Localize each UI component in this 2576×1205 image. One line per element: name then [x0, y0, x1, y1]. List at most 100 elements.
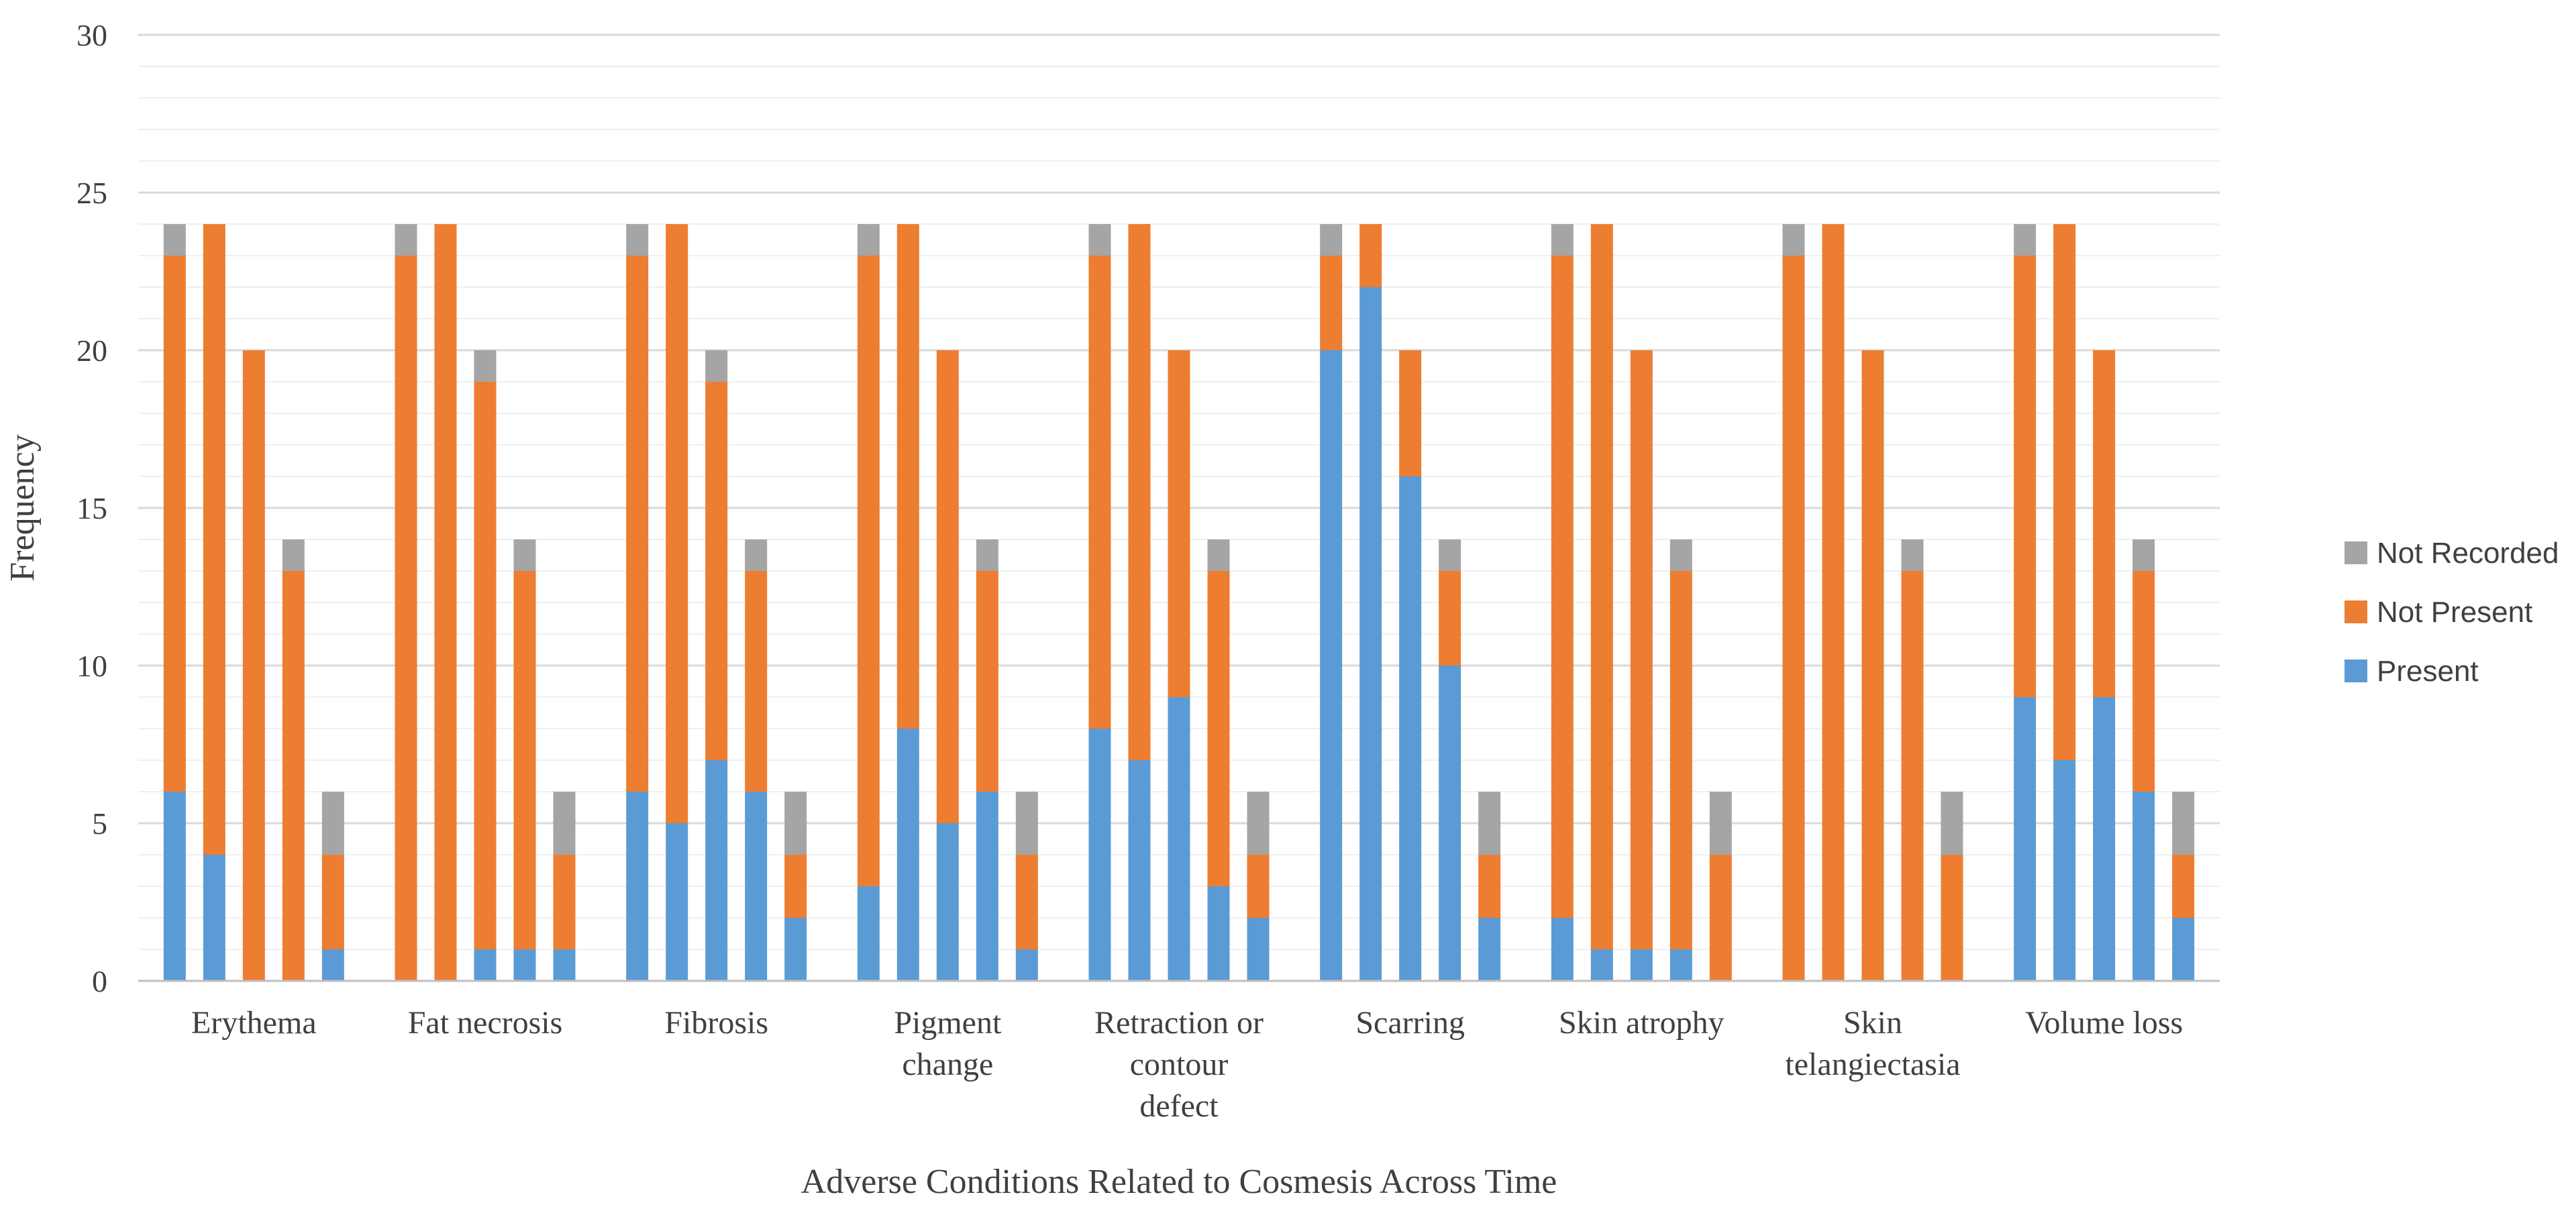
bar-segment-present [1439, 666, 1461, 981]
bar-segment-not-present [163, 256, 186, 792]
bar-segment-not-present [1359, 224, 1382, 287]
bar-segment-present [321, 949, 344, 981]
category-group [857, 224, 1038, 981]
bar-segment-not-recorded [784, 792, 807, 855]
bar-segment-not-recorded [1782, 224, 1805, 256]
bar-segment-not-present [896, 224, 919, 729]
category-group [626, 224, 807, 981]
bar-segment-not-present [1320, 256, 1343, 350]
bar-segment-present [896, 729, 919, 981]
bar-segment-not-present [1247, 855, 1270, 918]
bar-segment-not-recorded [163, 224, 186, 256]
bar-segment-present [1088, 729, 1111, 981]
bar-segment-not-recorded [976, 539, 998, 571]
bar-segment-not-recorded [1015, 792, 1038, 855]
category-group [163, 224, 344, 981]
bar-segment-present [745, 792, 768, 981]
bar-segment-not-present [857, 256, 880, 886]
y-tick-label: 20 [76, 333, 107, 368]
bar-segment-present [1399, 476, 1422, 981]
bar-segment-not-present [1088, 256, 1111, 729]
y-tick-label: 30 [76, 18, 107, 52]
bar-segment-not-present [1901, 571, 1924, 981]
bar-segment-not-present [282, 571, 305, 981]
bar-segment-not-recorded [1669, 539, 1692, 571]
category-label: Skin telangiectasia [1785, 1005, 1960, 1082]
bar-segment-not-recorded [2014, 224, 2037, 256]
bar-segment-not-present [2093, 350, 2116, 697]
bar-segment-not-present [553, 855, 576, 949]
bar-segment-present [203, 855, 225, 981]
bar-segment-not-present [666, 224, 688, 823]
category-group [1320, 224, 1501, 981]
category-group [1782, 224, 1963, 981]
bar-segment-not-recorded [626, 224, 649, 256]
bar-segment-present [2093, 697, 2116, 981]
bar-segment-present [1207, 886, 1230, 981]
bar-segment-present [666, 823, 688, 981]
x-axis-title: Adverse Conditions Related to Cosmesis A… [801, 1163, 1557, 1201]
category-label: Fibrosis [664, 1005, 768, 1041]
bar-segment-not-present [745, 571, 768, 792]
bar-segment-not-present [1551, 256, 1574, 918]
bar-segment-present [1168, 697, 1190, 981]
bar-segment-not-present [1782, 256, 1805, 981]
bar-segment-not-present [936, 350, 959, 823]
bar-segment-not-present [705, 382, 728, 760]
bar-segment-not-present [1128, 224, 1151, 760]
category-label: Retraction or contour defect [1094, 1005, 1264, 1124]
legend-label: Not Recorded [2377, 537, 2559, 570]
bar-segment-present [936, 823, 959, 981]
category-label: Erythema [191, 1005, 317, 1041]
bar-segment-present [857, 886, 880, 981]
bar-segment-not-recorded [1478, 792, 1501, 855]
bar-segment-not-present [1822, 224, 1845, 981]
category-group [1088, 224, 1270, 981]
bar-segment-present [553, 949, 576, 981]
bar-segment-present [1669, 949, 1692, 981]
bar-segment-not-recorded [857, 224, 880, 256]
bar-segment-not-recorded [1551, 224, 1574, 256]
bar-segment-not-present [2014, 256, 2037, 697]
bar-segment-present [705, 760, 728, 981]
y-tick-label: 25 [76, 176, 107, 210]
bar-segment-present [976, 792, 998, 981]
bar-segment-not-present [1168, 350, 1190, 697]
y-tick-label: 15 [76, 491, 107, 525]
bar-segment-not-recorded [395, 224, 417, 256]
y-tick-label: 10 [76, 649, 107, 683]
legend-swatch [2345, 660, 2367, 682]
bar-segment-not-recorded [1247, 792, 1270, 855]
bar-segment-present [626, 792, 649, 981]
bar-segment-not-present [395, 256, 417, 981]
bar-segment-not-recorded [1088, 224, 1111, 256]
bar-segment-not-present [784, 855, 807, 918]
legend-item: Not Present [2345, 596, 2532, 629]
category-label: Scarring [1355, 1005, 1465, 1041]
bar-segment-not-present [321, 855, 344, 949]
bar-segment-not-present [1630, 350, 1653, 949]
bar-segment-not-recorded [321, 792, 344, 855]
bar-segment-not-present [1207, 571, 1230, 886]
bar-segment-not-present [1399, 350, 1422, 476]
bar-segment-not-recorded [1901, 539, 1924, 571]
bar-groups [163, 224, 2195, 981]
bar-segment-present [1247, 918, 1270, 981]
bar-segment-present [474, 949, 497, 981]
bar-segment-not-present [1439, 571, 1461, 666]
y-axis-title: Frequency [3, 434, 42, 581]
bar-segment-not-present [2172, 855, 2195, 918]
bar-segment-not-recorded [553, 792, 576, 855]
bar-segment-present [513, 949, 536, 981]
legend: Not Recorded Not Present Present [2345, 537, 2559, 688]
legend-label: Present [2377, 655, 2479, 688]
legend-swatch [2345, 541, 2367, 564]
category-labels: Erythema Fat necrosis Fibrosis Pigment chang… [191, 1005, 2183, 1124]
bar-segment-present [1590, 949, 1613, 981]
bar-segment-not-recorded [513, 539, 536, 571]
bar-segment-not-present [1941, 855, 1963, 981]
bar-segment-not-present [1015, 855, 1038, 949]
bar-segment-not-recorded [2132, 539, 2155, 571]
category-label: Fat necrosis [408, 1005, 563, 1041]
